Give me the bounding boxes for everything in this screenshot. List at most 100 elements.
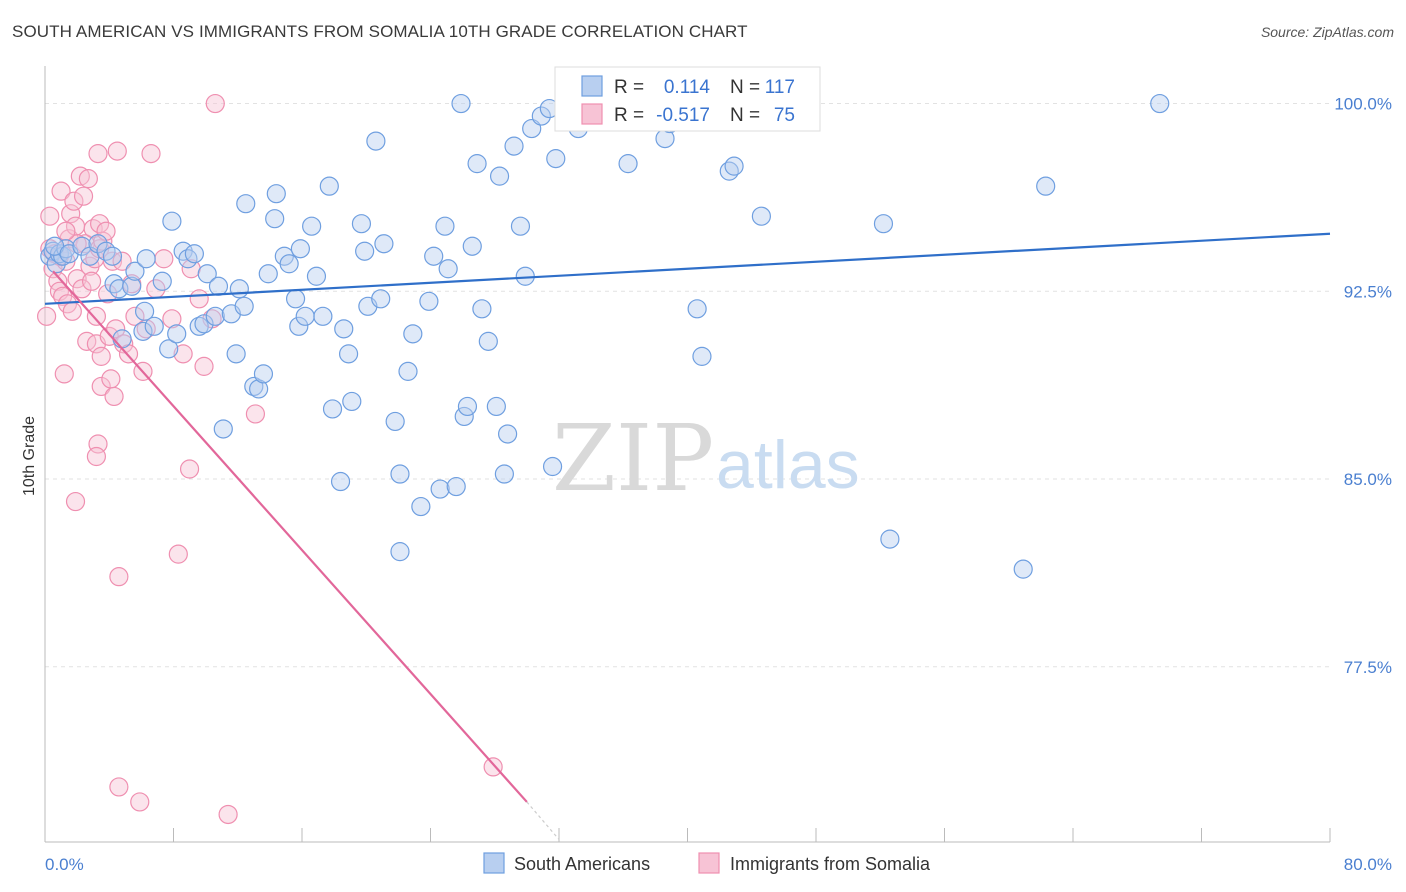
legend-label-immigrants-from-somalia: Immigrants from Somalia	[730, 854, 931, 874]
south-american-point-50	[289, 316, 309, 336]
south-american-point-59	[338, 344, 359, 364]
watermark-atlas: atlas	[716, 427, 860, 503]
somalia-point-45	[106, 319, 126, 339]
stats-n-value-2: 75	[774, 105, 795, 126]
somalia-point-24	[78, 169, 98, 189]
stats-n-label-2: N =	[730, 105, 760, 126]
trend-lines	[44, 232, 1331, 840]
somalia-point-60	[162, 309, 182, 329]
south-american-point-31	[197, 264, 217, 284]
somalia-point-59	[154, 249, 174, 269]
x-tick-label-0: 0.0%	[45, 855, 84, 874]
somalia-point-2	[40, 206, 60, 226]
south-american-point-53	[306, 266, 327, 286]
south-american-point-69	[390, 542, 410, 562]
somalia-point-46	[107, 141, 127, 161]
south-american-point-17	[125, 261, 145, 281]
somalia-point-33	[88, 144, 108, 164]
south-american-point-95	[546, 149, 566, 169]
south-american-point-20	[133, 321, 153, 341]
series-immigrants-from-somalia	[37, 93, 503, 825]
south-american-point-32	[205, 306, 225, 326]
somalia-point-67	[205, 93, 225, 114]
series-south-americans	[40, 93, 1170, 579]
south-american-point-24	[162, 211, 182, 231]
somalia-point-69	[245, 404, 266, 424]
somalia-point-40	[98, 284, 118, 304]
south-american-point-58	[334, 319, 354, 339]
stats-r-label-1: R =	[614, 77, 644, 98]
somalia-point-47	[109, 567, 129, 587]
y-tick-label-0: 77.5%	[1344, 658, 1392, 677]
somalia-point-26	[81, 271, 102, 291]
somalia-point-15	[64, 191, 84, 211]
south-american-point-107	[751, 206, 771, 226]
south-american-point-104	[692, 346, 712, 366]
south-american-point-8	[72, 236, 92, 256]
source-credit: Source: ZipAtlas.com	[1260, 24, 1394, 40]
somalia-point-42	[101, 369, 121, 389]
grid-lines	[45, 103, 1330, 668]
y-tick-labels: 77.5% 85.0% 92.5% 100.0%	[1334, 95, 1392, 677]
south-american-point-47	[279, 254, 299, 274]
south-american-point-38	[234, 296, 254, 316]
somalia-point-18	[67, 269, 87, 289]
somalia-point-32	[91, 346, 111, 366]
south-american-point-41	[249, 379, 269, 399]
somalia-point-21	[73, 186, 94, 206]
stats-n-label-1: N =	[730, 77, 760, 98]
south-american-point-23	[159, 339, 179, 359]
south-american-point-87	[494, 464, 514, 484]
somalia-point-7	[51, 181, 71, 201]
legend-swatch-immigrants-from-somalia	[698, 852, 720, 874]
south-american-point-34	[213, 419, 233, 439]
south-american-point-12	[102, 246, 123, 266]
south-american-point-52	[302, 216, 322, 236]
south-american-point-80	[457, 396, 478, 417]
y-tick-label-2: 92.5%	[1344, 282, 1392, 301]
somalia-point-62	[173, 344, 193, 364]
legend: South Americans Immigrants from Somalia	[483, 852, 931, 874]
somalia-point-36	[86, 446, 107, 467]
south-american-point-85	[486, 396, 506, 417]
south-american-point-84	[478, 331, 498, 351]
south-american-point-64	[366, 131, 386, 151]
south-american-point-74	[424, 246, 444, 266]
stats-box: R = 0.114 N = 117 R = -0.517 N = 75	[554, 66, 821, 132]
stats-r-label-2: R =	[614, 105, 644, 126]
south-american-point-21	[144, 316, 164, 336]
south-american-point-51	[295, 306, 315, 326]
south-american-point-110	[1013, 559, 1033, 579]
stats-swatch-pink	[581, 103, 603, 125]
somalia-point-17	[65, 491, 86, 512]
south-american-point-60	[342, 391, 362, 412]
x-tick-labels: 0.0% 80.0%	[45, 855, 1392, 874]
south-american-point-30	[194, 314, 214, 334]
x-tick-label-1: 80.0%	[1344, 855, 1392, 874]
south-american-point-78	[446, 476, 466, 497]
south-american-point-106	[724, 156, 744, 176]
south-american-point-48	[285, 289, 306, 309]
south-american-point-54	[313, 306, 333, 326]
south-american-point-94	[542, 456, 563, 477]
south-american-point-27	[178, 249, 198, 269]
somalia-point-43	[102, 251, 123, 271]
south-american-point-62	[355, 241, 375, 261]
south-american-point-49	[290, 239, 310, 259]
south-american-point-77	[438, 259, 458, 279]
somalia-point-13	[61, 204, 81, 224]
south-american-point-25	[167, 324, 187, 344]
y-axis-label: 10th Grade	[21, 416, 38, 496]
south-american-point-109	[880, 529, 900, 549]
legend-swatch-south-americans	[483, 852, 505, 874]
south-american-point-75	[430, 479, 450, 499]
somalia-point-63	[179, 459, 200, 479]
south-american-point-88	[498, 424, 518, 444]
somalia-point-14	[62, 301, 82, 321]
y-tick-label-1: 85.0%	[1344, 470, 1392, 489]
south-american-point-43	[258, 264, 278, 284]
south-american-point-111	[1036, 176, 1056, 196]
somalia-point-68	[218, 804, 238, 825]
south-american-point-36	[226, 344, 246, 364]
somalia-point-74	[483, 757, 503, 777]
